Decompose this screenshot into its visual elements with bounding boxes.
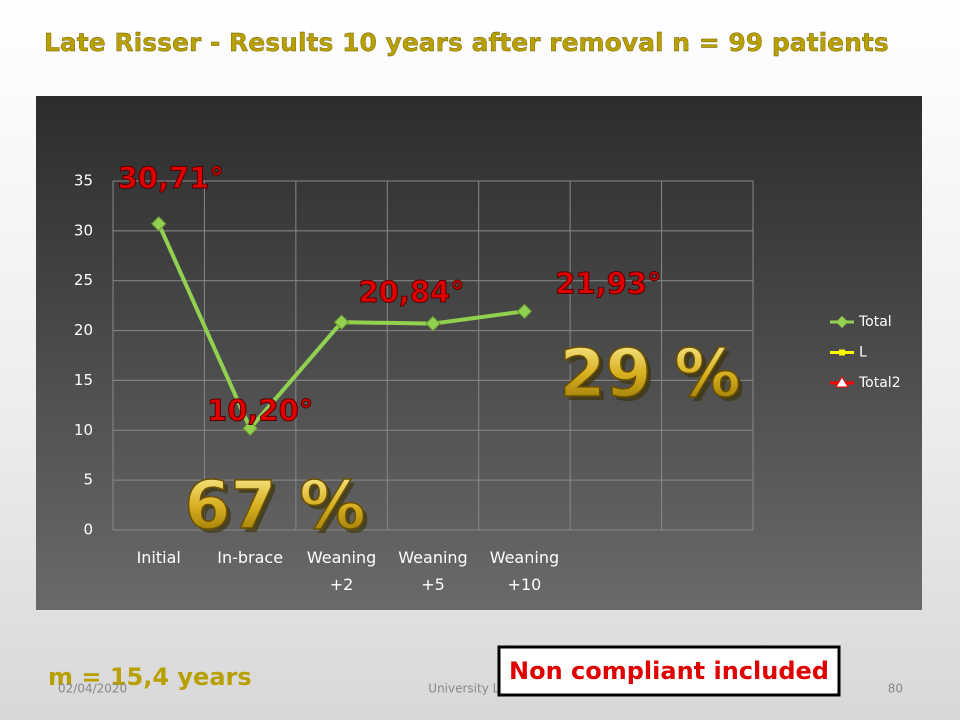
x-tick-label: Weaning +2 xyxy=(306,548,377,594)
y-tick-label: 25 xyxy=(74,271,93,289)
callout-text: Non compliant included xyxy=(509,657,829,685)
data-label: 21,93° xyxy=(555,266,661,300)
data-label: 10,20° xyxy=(207,393,313,427)
y-tick-label: 30 xyxy=(74,221,93,239)
y-tick-label: 10 xyxy=(74,421,93,439)
point-marker xyxy=(242,420,258,436)
y-tick-label: 15 xyxy=(74,371,93,389)
legend-marker xyxy=(839,349,845,356)
legend-label: L xyxy=(859,345,867,361)
annotation-shadow: 29 % xyxy=(564,339,745,416)
page-number: 80 xyxy=(888,682,903,696)
y-tick-label: 5 xyxy=(83,471,93,489)
note: m = 15,4 years xyxy=(48,663,252,691)
x-tick-label: Weaning +10 xyxy=(489,548,560,594)
legend-label: Total xyxy=(858,314,892,330)
date: 02/04/2020 xyxy=(58,682,127,696)
x-tick-label: Weaning +5 xyxy=(398,548,468,594)
annotation: 67 % xyxy=(185,467,366,544)
point-marker xyxy=(425,315,441,332)
data-label: 20,84° xyxy=(358,275,464,309)
slide-title: Late Risser - Results 10 years after rem… xyxy=(44,28,889,57)
y-tick-label: 0 xyxy=(83,521,93,539)
annotation: 29 % xyxy=(560,335,741,412)
legend-label: Total2 xyxy=(858,375,901,391)
callout-box xyxy=(497,645,841,697)
y-tick-label: 20 xyxy=(74,321,93,339)
x-tick-label: Initial xyxy=(136,548,181,567)
point-marker xyxy=(516,303,533,320)
annotation-shadow: 67 % xyxy=(189,471,370,548)
legend-marker xyxy=(835,376,849,388)
point-marker xyxy=(333,314,350,330)
legend-marker xyxy=(836,316,848,328)
x-tick-label: In-brace xyxy=(217,548,284,567)
y-tick-label: 35 xyxy=(74,172,93,190)
data-label: 30,71° xyxy=(118,161,224,195)
point-marker xyxy=(151,216,167,232)
